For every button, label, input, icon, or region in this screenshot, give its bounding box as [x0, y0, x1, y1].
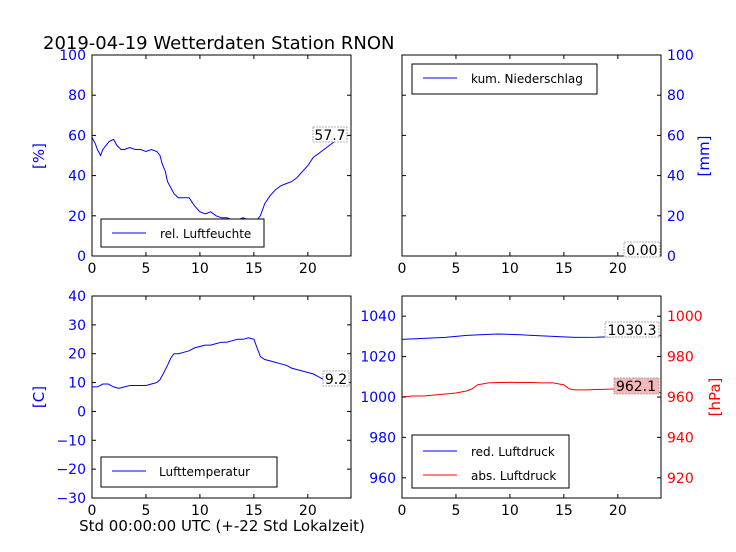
precipitation-plot-layer: 0 5 10 15 20 0 20 40 60 80 100 [398, 48, 694, 277]
humidity-frame [91, 54, 352, 257]
humidity-x-tick-label: 0 [88, 261, 97, 277]
temperature-last-value: 9.2 [322, 370, 350, 388]
pressure-y-tick-label: 980 [369, 430, 396, 446]
pressure-series-abs-luftdruck [401, 381, 662, 398]
precipitation-legend-box [411, 63, 598, 95]
pressure-y-tick-label: 1000 [360, 390, 396, 406]
humidity-y-tick-label: 40 [68, 169, 86, 185]
pressure-y-label-right: [hPa] [706, 378, 724, 417]
temperature-legend-label: Lufttemperatur [159, 465, 250, 479]
pressure-y-tick-label: 1020 [360, 350, 396, 366]
humidity-x-tick-label: 5 [141, 261, 150, 277]
humidity-y-tick-label: 20 [68, 209, 86, 225]
precipitation-y-label: [mm] [695, 136, 713, 177]
temperature-y-tick-label: 0 [77, 404, 86, 420]
precipitation-panel: 0 5 10 15 20 0 20 40 60 80 100 [mm] kum. Niedersch… [398, 48, 713, 277]
humidity-last-value: 57.7 [312, 126, 348, 144]
precipitation-last-value: 0.00 [623, 241, 661, 259]
precipitation-last-value-box [623, 241, 661, 258]
temperature-legend: Lufttemperatur [100, 456, 278, 488]
pressure-y-right-tick-label: 920 [667, 471, 694, 487]
figure-title: 2019-04-19 Wetterdaten Station RNON [43, 33, 394, 54]
humidity-last-value-label: 57.7 [314, 128, 345, 144]
temperature-series-lufttemperatur [92, 337, 346, 389]
pressure-legend: red. Luftdruck abs. Luftdruck [411, 434, 570, 489]
precipitation-x-tick-label: 20 [609, 261, 627, 277]
pressure-x-tick-label: 20 [609, 503, 627, 519]
precipitation-y-tick-label: 80 [667, 88, 685, 104]
pressure-x-tick-label: 10 [501, 503, 519, 519]
humidity-plot-layer: 0 5 10 15 20 0 20 40 60 80 100 [59, 48, 352, 277]
pressure-y-tick-label: 960 [369, 471, 396, 487]
temperature-x-tick-label: 0 [88, 503, 97, 519]
humidity-y-tick-label: 80 [68, 88, 86, 104]
humidity-panel: 0 5 10 15 20 0 20 40 60 80 100 [%] rel. Luftfeucht… [30, 48, 352, 277]
precipitation-legend: kum. Niederschlag [411, 63, 598, 95]
pressure-x-tick-label: 5 [451, 503, 460, 519]
precipitation-last-value-label: 0.00 [626, 243, 657, 259]
precipitation-y-tick-label: 0 [667, 249, 676, 265]
pressure-panel: 0 5 10 15 20 960 980 1000 1020 1040 920 940 960 980 10… [360, 295, 724, 519]
pressure-y-right-tick-label: 1000 [667, 309, 703, 325]
precipitation-x-tick-label: 5 [451, 261, 460, 277]
precipitation-x-tick-label: 0 [398, 261, 407, 277]
humidity-y-tick-label: 60 [68, 128, 86, 144]
temperature-last-value-box [322, 370, 350, 387]
precipitation-x-tick-label: 15 [555, 261, 573, 277]
pressure-legend-box [411, 434, 570, 489]
temperature-x-tick-label: 10 [191, 503, 209, 519]
pressure-last-value-red: 1030.3 [604, 321, 660, 339]
precipitation-x-tick-label: 10 [501, 261, 519, 277]
x-axis-label: Std 00:00:00 UTC (+-22 Std Lokalzeit) [79, 517, 365, 535]
humidity-x-tick-label: 10 [191, 261, 209, 277]
temperature-plot-layer: 0 5 10 15 20 −30 −20 −10 0 10 20 30 40 [56, 289, 352, 519]
temperature-x-tick-label: 20 [299, 503, 317, 519]
temperature-x-tick-label: 5 [141, 503, 150, 519]
pressure-y-right-tick-label: 960 [667, 390, 694, 406]
pressure-last-value-red-box [604, 321, 660, 338]
pressure-y-right-tick-label: 980 [667, 350, 694, 366]
temperature-y-tick-label: −10 [56, 433, 86, 449]
pressure-y-right-tick-label: 940 [667, 430, 694, 446]
pressure-x-tick-label: 15 [555, 503, 573, 519]
humidity-y-label: [%] [30, 143, 48, 169]
precipitation-y-tick-label: 40 [667, 169, 685, 185]
humidity-x-tick-label: 15 [245, 261, 263, 277]
temperature-x-tick-label: 15 [245, 503, 263, 519]
precipitation-legend-label: kum. Niederschlag [471, 72, 583, 86]
precipitation-y-tick-label: 100 [667, 48, 694, 64]
temperature-y-tick-label: 20 [68, 347, 86, 363]
pressure-last-value-abs-label: 962.1 [616, 379, 656, 395]
temperature-y-tick-label: 30 [68, 318, 86, 334]
temperature-panel: 0 5 10 15 20 −30 −20 −10 0 10 20 30 40 [C] Lufttempe… [30, 289, 352, 519]
humidity-legend-label: rel. Luftfeuchte [160, 227, 251, 241]
temperature-last-value-label: 9.2 [325, 372, 347, 388]
precipitation-y-tick-label: 60 [667, 128, 685, 144]
humidity-legend: rel. Luftfeuchte [100, 218, 265, 248]
temperature-y-tick-label: 40 [68, 289, 86, 305]
humidity-series-rel-luftfeuchte [91, 137, 346, 223]
pressure-legend-label-red: red. Luftdruck [471, 445, 555, 459]
temperature-legend-box [100, 456, 278, 488]
pressure-x-tick-label: 0 [398, 503, 407, 519]
temperature-y-tick-label: 10 [68, 376, 86, 392]
pressure-y-tick-label: 1040 [360, 309, 396, 325]
pressure-last-value-abs-box [613, 377, 660, 395]
pressure-last-value-abs: 962.1 [613, 377, 660, 395]
pressure-legend-label-abs: abs. Luftdruck [471, 469, 556, 483]
humidity-y-tick-label: 0 [77, 249, 86, 265]
temperature-y-tick-label: −30 [56, 491, 86, 507]
precipitation-frame [401, 54, 662, 257]
humidity-x-tick-label: 20 [299, 261, 317, 277]
temperature-frame [91, 295, 352, 499]
humidity-y-tick-label: 100 [59, 48, 86, 64]
temperature-y-label: [C] [30, 386, 48, 408]
humidity-last-value-box [312, 126, 348, 143]
pressure-last-value-red-label: 1030.3 [608, 323, 657, 339]
temperature-y-tick-label: −20 [56, 462, 86, 478]
precipitation-y-tick-label: 20 [667, 209, 685, 225]
